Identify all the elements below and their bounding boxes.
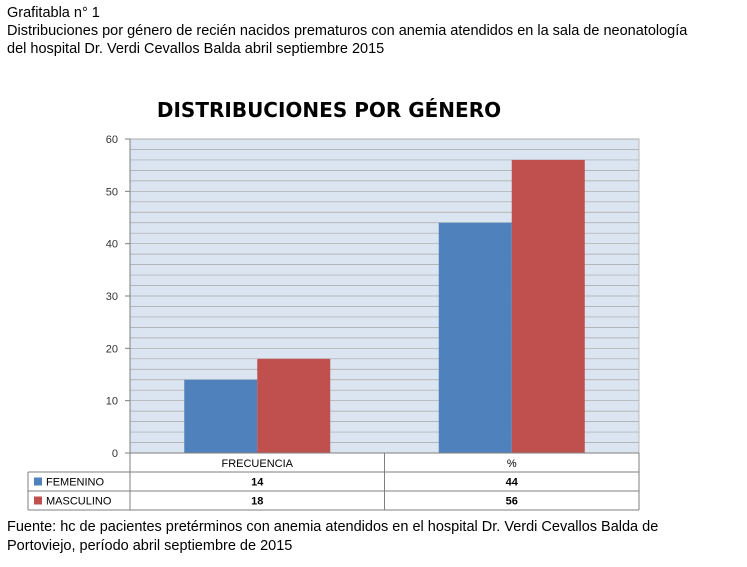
legend-key-femenino [34,477,42,486]
y-tick-label: 30 [106,291,118,303]
category-label: % [507,458,517,470]
y-tick-label: 60 [106,134,118,146]
legend-label-femenino: FEMENINO [46,477,105,489]
y-tick-label: 10 [106,396,118,408]
y-tick-label: 50 [106,186,118,198]
figure-label: Grafitabla n° 1 [7,5,100,21]
table-value: 44 [506,477,519,489]
y-tick-label: 40 [106,239,118,251]
chart-title: DISTRIBUCIONES POR GÉNERO [157,98,501,122]
source-line-2: Portoviejo, período abril septiembre de … [7,538,293,554]
bar-masculino-1 [257,358,331,453]
figure-caption-line-1: Distribuciones por género de recién naci… [7,23,688,39]
table-value: 56 [506,496,518,508]
page-heading: Grafitabla n° 1 Distribuciones por géner… [7,4,687,58]
legend-label-masculino: MASCULINO [46,496,112,508]
bar-masculino-2 [511,159,585,453]
category-label: FRECUENCIA [221,458,293,470]
figure-caption-line-2: del hospital Dr. Verdi Cevallos Balda ab… [7,41,385,57]
source-note: Fuente: hc de pacientes pretérminos con … [7,518,742,556]
y-tick-label: 0 [112,448,118,460]
table-value: 18 [251,496,263,508]
y-tick-label: 20 [106,343,118,355]
bar-femenino-2 [438,222,512,453]
legend-key-masculino [34,496,42,505]
source-line-1: Fuente: hc de pacientes pretérminos con … [7,519,659,535]
bar-femenino-1 [184,379,258,453]
table-value: 14 [251,477,264,489]
